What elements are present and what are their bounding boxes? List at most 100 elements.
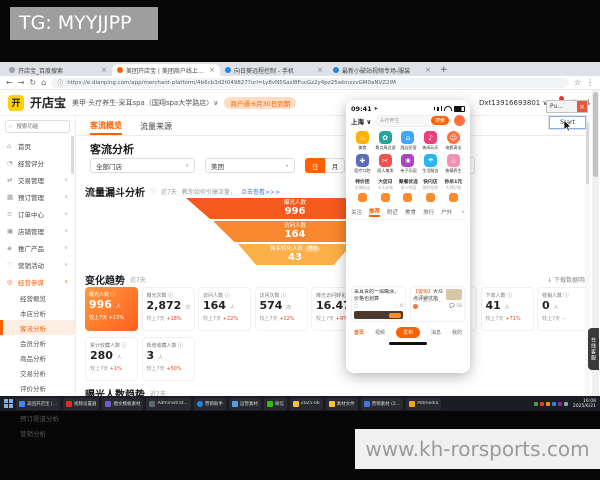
- category-massage[interactable]: ♨ 按摩养生: [442, 154, 465, 174]
- close-icon[interactable]: ×: [577, 101, 587, 112]
- sidebar-sub-store-analysis[interactable]: 本店分析: [20, 309, 46, 318]
- category-medical[interactable]: ✚ 医疗口腔: [351, 154, 374, 174]
- search-button[interactable]: 搜索: [430, 116, 449, 125]
- download-detail-link[interactable]: ↓ 下载数据明细: [547, 277, 590, 284]
- feed-card-right[interactable]: 【警惕】大众点评避坑指南，防骗真的很重要 💬 58: [410, 286, 465, 322]
- store-select[interactable]: 全部门店 ∨: [90, 158, 195, 173]
- metric-card-exposure-count[interactable]: 曝光次数 ⓘ 2,872 次 较上7天 +18%: [141, 287, 195, 331]
- feed-tab-nearby[interactable]: 附近: [387, 210, 399, 216]
- back-icon[interactable]: ←: [6, 78, 13, 87]
- bookmark-star-icon[interactable]: ☆: [573, 78, 581, 87]
- feed-tab-outdoor[interactable]: 户外: [441, 210, 453, 216]
- funnel-tip-link[interactable]: 点击查看>>>: [240, 189, 280, 196]
- taskbar-app-2[interactable]: 视频设置器: [62, 397, 100, 410]
- metric-card-visit-users[interactable]: 访问人数 ⓘ 164 人 较上7天 +22%: [198, 287, 251, 331]
- tab1-close-icon[interactable]: ×: [101, 66, 107, 74]
- nav-publish-button[interactable]: 发布: [395, 327, 420, 338]
- taskbar-app-player[interactable]: Potmedia: [406, 397, 442, 410]
- home-icon[interactable]: ⌂: [41, 78, 47, 87]
- sidebar-sub-review-analysis[interactable]: 评价分析: [20, 384, 46, 393]
- address-bar[interactable]: ⓘ https://e.dianping.com/app/merchant-pl…: [51, 77, 569, 88]
- phone-search-bar[interactable]: 头疗养生 搜索: [374, 114, 451, 127]
- sidebar-sub-traffic-analysis-selected[interactable]: 客流分析: [0, 320, 75, 335]
- taskbar-folder-2025[interactable]: 2025-06: [289, 397, 323, 410]
- new-tab-button[interactable]: +: [440, 65, 448, 75]
- taskbar-app-chrome[interactable]: 美团开店宝 |…: [16, 397, 60, 410]
- tray-icon[interactable]: [539, 401, 544, 406]
- metric-card-order-users[interactable]: 下单人数 ⓘ 41 人 较上7天 +71%: [480, 287, 534, 331]
- category-sights[interactable]: ✿ 景点周边游: [374, 131, 397, 151]
- sidebar-item-orders[interactable]: ≡ 订单中心 ∨: [7, 209, 68, 219]
- promo-seckill[interactable]: 秒杀1元 大牌好物: [442, 178, 465, 202]
- tray-icon[interactable]: [551, 401, 556, 406]
- sidebar-search[interactable]: ⌕: [5, 120, 70, 133]
- sidebar-sub-overview[interactable]: 经营概览: [20, 294, 46, 303]
- tray-icon[interactable]: [533, 401, 538, 406]
- page-scrollbar[interactable]: [585, 118, 590, 396]
- browser-tab-2-active[interactable]: 美团开店宝 | 美团商户线上经… ×: [112, 64, 220, 76]
- taskbar-app-3[interactable]: 图文模板素材: [102, 397, 144, 410]
- site-info-icon[interactable]: ⓘ: [57, 80, 64, 87]
- taskbar-folder-assets[interactable]: 素材文件: [325, 397, 358, 410]
- promo-sale-day[interactable]: 大促日 天天补贴: [374, 178, 397, 202]
- sidebar-item-promotion[interactable]: ◈ 推广产品 ∨: [7, 243, 68, 253]
- sidebar-sub-marketing-analysis[interactable]: 营销分析: [20, 429, 46, 438]
- metric-card-exposure-users[interactable]: 曝光人数 ⓘ 996 人 较上7天 +13%: [85, 287, 138, 331]
- category-services[interactable]: ☂ 生活服务: [419, 154, 442, 174]
- feed-card-left[interactable]: 采耳贵的一塌糊涂，价格也划算 ▢ ♡ 6: [351, 286, 406, 322]
- nav-home[interactable]: 首页: [354, 330, 365, 336]
- taskbar-app-10[interactable]: 营销素材 (2…: [360, 397, 404, 410]
- tray-icon[interactable]: [557, 401, 562, 406]
- tab-traffic-overview[interactable]: 客流概览: [90, 118, 122, 135]
- sidebar-sub-trade-analysis[interactable]: 交易分析: [20, 369, 46, 378]
- browser-menu-icon[interactable]: ⋮: [586, 78, 594, 87]
- promo-flash[interactable]: 快闪店 限时抢购: [419, 178, 442, 202]
- browser-tab-3[interactable]: 向日葵远程控制 - 手机 ×: [220, 64, 328, 76]
- sidebar-item-booking[interactable]: ▦ 预订管理 ∨: [7, 192, 68, 202]
- sidebar-search-input[interactable]: [14, 122, 66, 131]
- customer-service-tag[interactable]: 在线客服: [588, 328, 599, 370]
- day-toggle-selected[interactable]: 日: [305, 158, 325, 173]
- nav-profile[interactable]: 我的: [451, 330, 462, 336]
- category-food[interactable]: ♨ 美食: [351, 131, 374, 151]
- tab2-close-icon[interactable]: ×: [209, 66, 215, 74]
- tray-icon[interactable]: [563, 401, 568, 406]
- feed-tab-follow[interactable]: 关注: [351, 210, 363, 216]
- sidebar-sub-channel-analysis[interactable]: 预订渠道分析: [20, 414, 59, 423]
- taskbar-app-wechat[interactable]: 微信: [263, 397, 287, 410]
- metric-card-visit-count[interactable]: 访问次数 ⓘ 574 次 较上7天 +22%: [254, 287, 308, 331]
- metric-card-redeem-users[interactable]: 核销人数 ⓘ 0 人 较上7天 --: [537, 287, 590, 331]
- category-leisure[interactable]: ♪ 休闲玩乐: [419, 131, 442, 151]
- browser-tab-1[interactable]: 开店宝_百度搜索 ×: [4, 64, 112, 76]
- feed-ad-banner[interactable]: [354, 311, 403, 319]
- tab3-close-icon[interactable]: ×: [317, 66, 323, 74]
- browser-tab-4[interactable]: 最新小破站视频专场-服装 ×: [328, 64, 436, 76]
- metric-card-total-favorites[interactable]: 累计收藏人数 ⓘ 280 人 较上7天 +1%: [85, 337, 138, 381]
- store-badge[interactable]: 商户通·6月30日到期: [224, 96, 297, 109]
- start-button-icon[interactable]: [4, 399, 13, 408]
- promo-group[interactable]: 聚餐优选 多人特惠: [397, 178, 420, 202]
- city-selector[interactable]: 上海 ∨: [351, 117, 372, 126]
- taskbar-app-4[interactable]: Administrat...: [146, 397, 191, 410]
- tab4-close-icon[interactable]: ×: [425, 66, 431, 74]
- promo-deal[interactable]: 特价团 全城好店: [351, 178, 374, 202]
- info-icon[interactable]: ⓘ: [150, 189, 157, 196]
- sidebar-item-shop[interactable]: ▣ 店铺管理 ∨: [7, 226, 68, 236]
- sidebar-item-home[interactable]: ⌂ 首页: [7, 141, 31, 151]
- nav-messages[interactable]: 消息: [430, 330, 441, 336]
- metric-card-new-favorites[interactable]: 新增收藏人数 ⓘ 3 人 较上7天 +50%: [141, 337, 195, 381]
- sidebar-sub-member-analysis[interactable]: 会员分析: [20, 339, 46, 348]
- reload-icon[interactable]: ↻: [29, 78, 37, 87]
- platform-select[interactable]: 美团 ∨: [205, 158, 295, 173]
- month-toggle[interactable]: 月: [325, 158, 345, 173]
- feed-tab-food[interactable]: 美食: [405, 210, 417, 216]
- ad-button[interactable]: [389, 312, 401, 318]
- browser-scrollbar[interactable]: [592, 90, 599, 396]
- feed-tabs-more-icon[interactable]: ∨: [461, 209, 465, 215]
- sidebar-item-score[interactable]: ◔ 经营评分: [7, 158, 44, 168]
- tab-traffic-source[interactable]: 流量来源: [140, 122, 172, 131]
- tray-icon[interactable]: [545, 401, 550, 406]
- nav-video[interactable]: 视频: [374, 330, 385, 336]
- feed-tab-recommend-selected[interactable]: 推荐: [369, 209, 381, 217]
- sidebar-item-trade[interactable]: ⇄ 交易管理 ∨: [7, 175, 68, 185]
